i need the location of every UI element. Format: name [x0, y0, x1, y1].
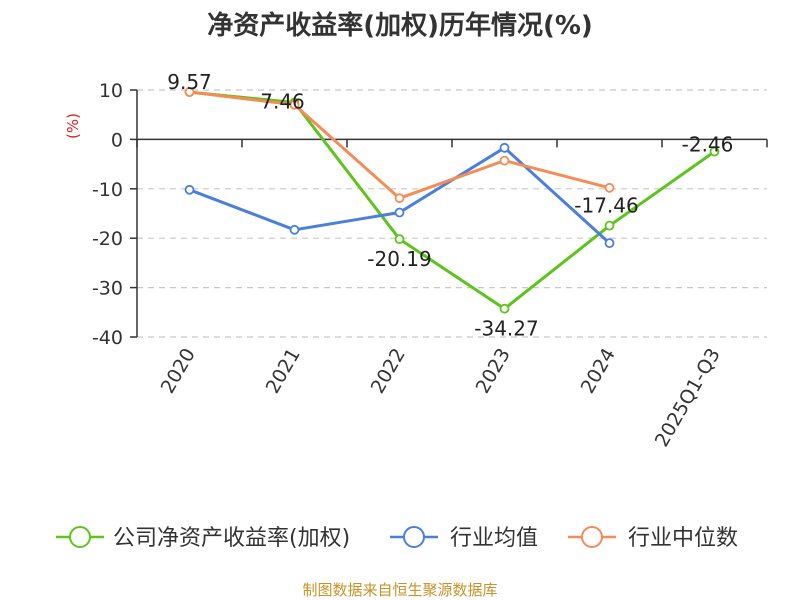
- data-point: [499, 155, 510, 166]
- data-point: [499, 142, 510, 153]
- data-point: [604, 238, 615, 249]
- y-tick-label: 0: [111, 129, 123, 151]
- data-point: [394, 207, 405, 218]
- axes: [130, 89, 768, 338]
- data-point: [604, 182, 615, 193]
- source-note: 制图数据来自恒生聚源数据库: [302, 581, 497, 599]
- data-point: [604, 220, 615, 231]
- data-point: [394, 234, 405, 245]
- x-tick-label: 2022: [367, 345, 410, 398]
- y-tick-label: -10: [92, 179, 123, 201]
- series-line-0: [189, 90, 716, 311]
- series-points: [184, 87, 720, 314]
- x-tick-label: 2025Q1-Q3: [651, 345, 725, 451]
- x-tick-label: 2023: [472, 345, 515, 398]
- data-point: [184, 184, 195, 195]
- y-axis-unit-label: (%): [64, 113, 82, 139]
- x-tick-label: 2021: [262, 345, 305, 398]
- legend-marker: [403, 526, 425, 548]
- y-tick-label: 10: [99, 80, 123, 102]
- legend-marker: [69, 526, 91, 548]
- data-point: [184, 87, 195, 97]
- data-labels: 9.57 7.46 -20.19 -34.27 -17.46 -2.46: [167, 70, 733, 341]
- data-label: -20.19: [367, 247, 431, 271]
- x-axis-tick-labels: 2020 2021 2022 2023 2024 2025Q1-Q3: [157, 345, 725, 451]
- series-line-2: [189, 90, 610, 200]
- data-point: [289, 224, 300, 235]
- y-tick-label: -20: [92, 228, 123, 250]
- data-label: 7.46: [260, 90, 305, 114]
- y-axis-tick-labels: 10 0 -10 -20 -30 -40: [92, 80, 123, 349]
- legend: 公司净资产收益率(加权) 行业均值 行业中位数: [56, 526, 738, 551]
- data-point: [394, 193, 405, 204]
- gridlines: [137, 89, 767, 338]
- data-point: [709, 146, 720, 157]
- x-tick-label: 2020: [157, 345, 200, 398]
- data-label: 9.57: [167, 70, 212, 94]
- data-point: [499, 303, 510, 314]
- legend-label: 行业中位数: [628, 526, 738, 551]
- data-label: -34.27: [474, 317, 538, 341]
- legend-label: 行业均值: [450, 526, 538, 551]
- x-tick-label: 2024: [577, 345, 620, 398]
- y-tick-label: -30: [92, 278, 123, 300]
- data-point: [289, 99, 300, 110]
- y-tick-label: -40: [92, 327, 123, 349]
- chart-title: 净资产收益率(加权)历年情况(%): [207, 10, 593, 41]
- legend-label: 公司净资产收益率(加权): [113, 526, 350, 551]
- legend-marker: [581, 526, 603, 548]
- data-label: -2.46: [682, 133, 734, 157]
- data-label: -17.46: [574, 194, 638, 218]
